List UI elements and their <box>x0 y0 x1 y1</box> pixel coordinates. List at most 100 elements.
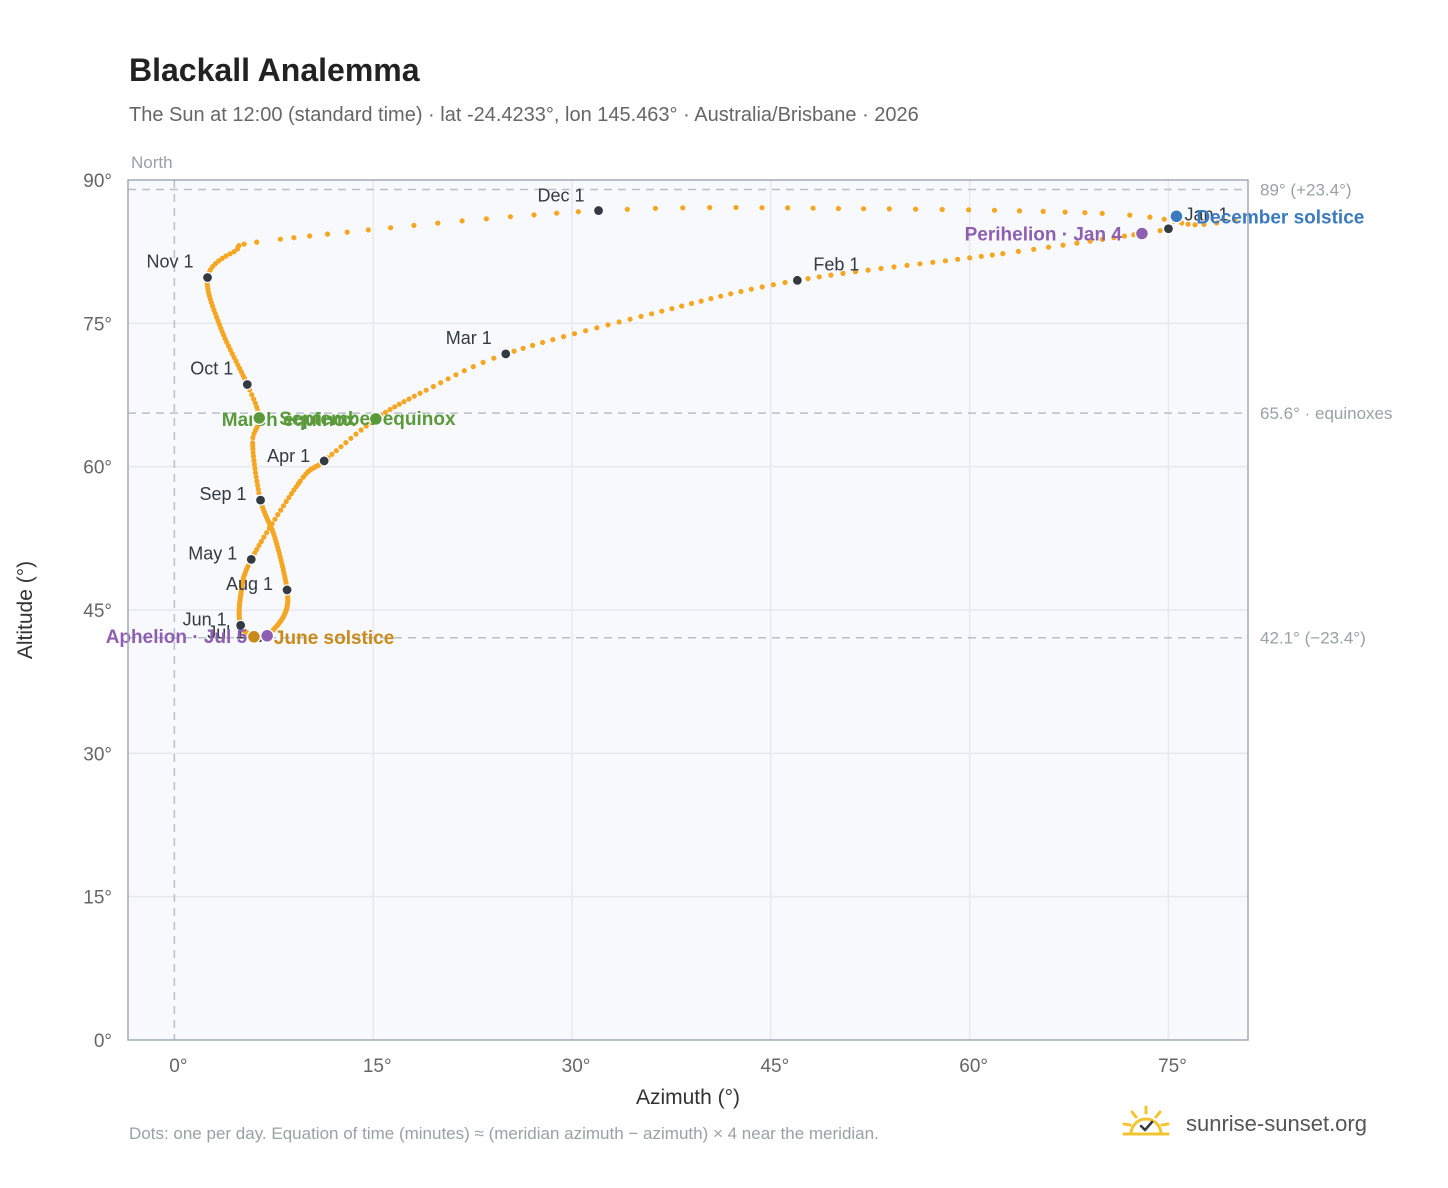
chart-footer: Dots: one per day. Equation of time (min… <box>129 1124 879 1143</box>
month-marker <box>235 619 247 631</box>
day-dot <box>1185 221 1191 227</box>
event-label: Perihelion · Jan 4 <box>965 225 1123 246</box>
day-dot <box>251 461 257 467</box>
day-dot <box>886 206 892 212</box>
day-dot <box>286 494 292 501</box>
day-dot <box>955 256 961 262</box>
day-dot <box>252 465 258 472</box>
event-marker <box>251 410 267 426</box>
day-dot <box>288 491 295 497</box>
sun-logo-icon <box>1122 1105 1170 1136</box>
y-tick-label: 60° <box>83 458 112 479</box>
day-dot <box>930 259 936 265</box>
day-dot <box>254 478 260 484</box>
day-dot <box>275 511 281 518</box>
month-label: Jul 1 <box>207 623 245 643</box>
event-label: December solstice <box>1196 207 1364 228</box>
month-label: Mar 1 <box>446 328 492 348</box>
day-dot <box>470 364 476 370</box>
day-dot <box>223 253 229 259</box>
event-marker <box>1134 226 1150 241</box>
brand-name: sunrise-sunset.org <box>1186 1111 1367 1136</box>
day-dot <box>250 440 256 446</box>
x-axis-label: Azimuth (°) <box>636 1086 740 1109</box>
day-dot <box>1111 235 1117 241</box>
day-dot <box>255 486 261 492</box>
day-dot <box>571 331 578 337</box>
day-dot <box>828 272 834 278</box>
x-tick-label: 60° <box>959 1056 988 1077</box>
day-dot <box>991 207 998 213</box>
day-dot <box>250 435 256 441</box>
day-dot <box>272 516 278 522</box>
day-dot <box>396 401 402 407</box>
plot-frame <box>127 179 1249 1041</box>
day-dot <box>680 205 686 211</box>
day-dot <box>638 313 644 319</box>
day-dot <box>324 231 331 237</box>
month-label: Jan 1 <box>1184 205 1228 225</box>
month-marker <box>1162 223 1175 235</box>
reference-line-label: 42.1° (−23.4°) <box>1260 629 1366 648</box>
chart-subtitle: The Sun at 12:00 (standard time) · lat -… <box>129 104 919 126</box>
day-dot <box>264 530 270 536</box>
day-dot <box>679 303 685 309</box>
day-dot <box>624 206 630 212</box>
day-dot <box>401 399 407 405</box>
brand[interactable]: sunrise-sunset.org <box>1120 1102 1367 1146</box>
day-dot <box>878 265 884 272</box>
day-dot <box>363 423 369 429</box>
day-dot <box>344 229 350 235</box>
day-dot <box>227 251 233 257</box>
y-tick-label: 0° <box>94 1031 112 1052</box>
day-dot <box>392 404 398 410</box>
day-dot <box>1201 221 1207 227</box>
y-axis-label: Altitude (°) <box>14 561 37 659</box>
day-dot <box>627 316 633 322</box>
day-dot <box>816 274 822 280</box>
day-dot <box>338 444 344 450</box>
day-dot <box>231 249 237 255</box>
day-dot <box>840 270 846 276</box>
day-dot <box>258 538 264 545</box>
day-dot <box>540 339 546 346</box>
day-dot <box>1087 238 1093 244</box>
day-dot <box>1232 217 1238 223</box>
month-marker <box>201 271 214 284</box>
day-dot <box>759 205 765 211</box>
day-dot <box>406 396 412 402</box>
month-marker <box>592 204 605 217</box>
day-dot <box>616 319 622 325</box>
x-tick-label: 15° <box>363 1056 392 1077</box>
day-dot <box>236 243 242 249</box>
day-dot <box>966 207 972 213</box>
day-dot <box>1031 246 1037 252</box>
day-dot <box>738 288 744 295</box>
day-dot <box>255 482 261 488</box>
day-dot <box>531 212 537 218</box>
y-tick-label: 90° <box>83 171 112 192</box>
day-dot <box>1161 216 1167 222</box>
meridian-label: North <box>131 153 173 172</box>
day-dot <box>511 348 517 354</box>
y-tick-label: 45° <box>83 601 112 622</box>
day-dot <box>748 286 754 292</box>
day-dot <box>483 216 489 222</box>
day-dot <box>1099 236 1105 242</box>
day-dot <box>353 431 359 437</box>
day-dot <box>659 308 665 314</box>
day-dot <box>417 390 423 396</box>
day-dot <box>728 291 734 297</box>
day-dot <box>1040 208 1046 214</box>
y-tick-label: 75° <box>83 314 112 335</box>
month-label: Jun 1 <box>183 609 227 629</box>
y-tick-label: 15° <box>83 888 112 909</box>
reference-line-label: 89° (+23.4°) <box>1260 181 1352 200</box>
day-dot <box>300 474 306 480</box>
month-label: Oct 1 <box>190 358 233 378</box>
month-marker <box>241 378 253 391</box>
day-dot <box>1192 222 1198 228</box>
x-tick-label: 75° <box>1158 1056 1187 1077</box>
